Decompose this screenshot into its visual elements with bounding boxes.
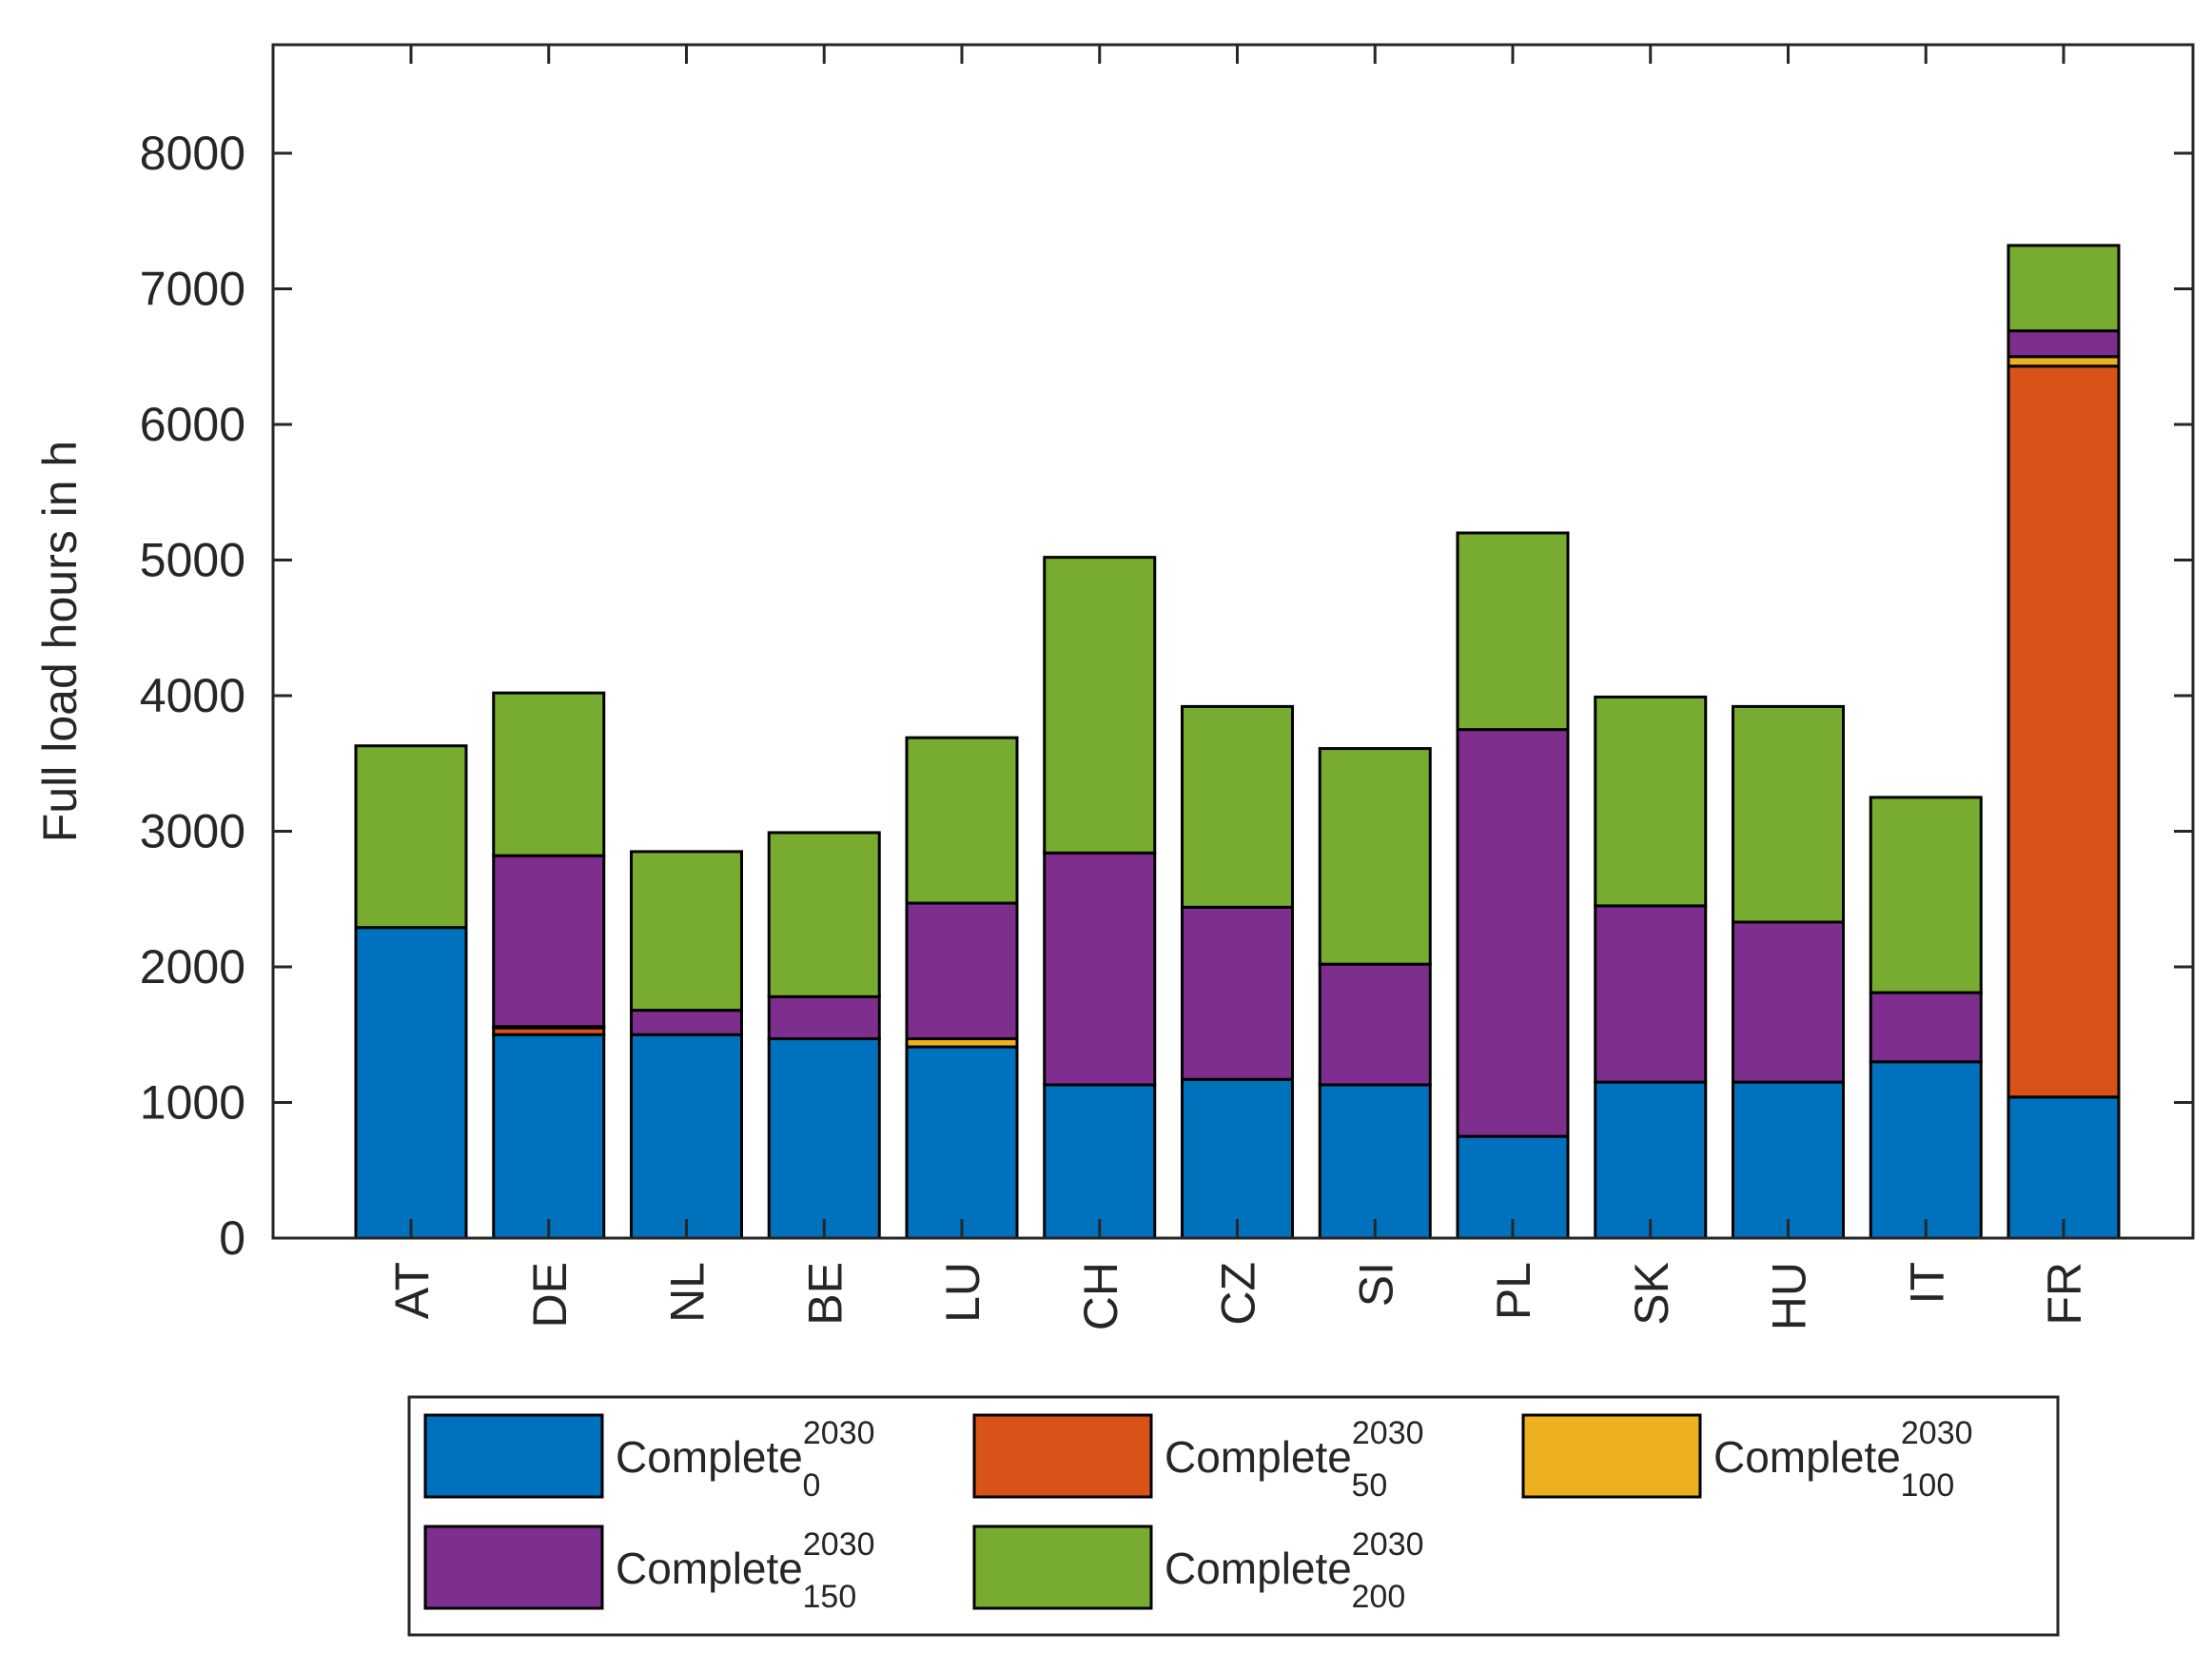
bar-be-series-150 [767,994,881,1041]
bar-it-series-0 [1869,1060,1983,1240]
y-tick-label: 1000 [140,1076,245,1130]
legend-swatch-150 [423,1525,604,1610]
bar-ch-series-0 [1043,1083,1157,1240]
x-tick-label-be: BE [798,1262,852,1326]
legend-box [407,1395,2060,1637]
bar-pl-series-200 [1456,531,1570,732]
x-tick-label-pl: PL [1487,1262,1540,1320]
y-tick-label: 3000 [140,805,245,858]
bar-be-series-200 [767,831,881,998]
legend-swatch-200 [972,1525,1153,1610]
bar-fr-series-200 [2006,244,2121,333]
bar-fr-series-150 [2006,329,2121,359]
bar-cz-series-0 [1181,1077,1294,1240]
x-tick-label-de: DE [523,1262,577,1328]
bar-nl-series-150 [630,1009,743,1036]
x-tick-label-nl: NL [661,1262,714,1323]
bar-sk-series-0 [1594,1080,1708,1240]
bar-ch-series-200 [1043,556,1157,855]
bar-de-series-150 [492,854,606,1029]
bar-de-series-0 [492,1033,606,1240]
bar-lu-series-0 [905,1045,1019,1240]
bar-it-series-200 [1869,796,1983,994]
bar-de-series-200 [492,691,606,857]
x-axis: AT DE NL BE LU CH CZ SI PL SK HU IT FR [385,45,2091,1330]
bar-fr-series-0 [2006,1095,2121,1240]
bar-pl-series-150 [1456,728,1570,1138]
bar-hu-series-0 [1732,1080,1845,1240]
bar-sk-series-200 [1594,695,1708,908]
legend-swatch-100 [1521,1413,1702,1499]
x-tick-label-fr: FR [2038,1262,2091,1326]
x-tick-label-cz: CZ [1212,1262,1265,1326]
x-tick-label-sk: SK [1625,1262,1678,1326]
y-tick-label: 5000 [140,534,245,587]
bar-nl-series-200 [630,850,743,1013]
y-tick-label: 4000 [140,669,245,722]
x-tick-label-hu: HU [1763,1262,1816,1330]
bar-it-series-150 [1869,991,1983,1064]
y-tick-label: 2000 [140,940,245,994]
bar-nl-series-0 [630,1033,743,1240]
x-tick-label-lu: LU [936,1262,989,1323]
bar-ch-series-150 [1043,851,1157,1087]
bar-cz-series-200 [1181,704,1294,909]
bars-group [354,244,2121,1240]
y-tick-label: 7000 [140,263,245,316]
bar-cz-series-150 [1181,905,1294,1081]
y-tick-label: 8000 [140,127,245,180]
x-tick-label-at: AT [385,1262,439,1319]
legend-swatch-50 [972,1413,1153,1499]
bar-hu-series-150 [1732,920,1845,1084]
bar-si-series-200 [1318,747,1432,966]
bar-si-series-150 [1318,962,1432,1087]
y-tick-label: 0 [219,1211,245,1265]
x-tick-label-it: IT [1900,1262,1953,1304]
bar-lu-series-150 [905,901,1019,1041]
bar-lu-series-200 [905,736,1019,905]
bar-fr-series-50 [2006,364,2121,1099]
bar-be-series-0 [767,1037,881,1240]
bar-hu-series-200 [1732,704,1845,924]
y-axis: 0 1000 2000 3000 4000 5000 6000 7000 8000 [140,127,2193,1265]
axes-box [271,43,2195,1240]
x-tick-label-ch: CH [1074,1262,1127,1330]
x-tick-label-si: SI [1349,1262,1402,1307]
y-axis-label: Full load hours in h [33,441,87,842]
bar-at-series-200 [354,744,468,930]
legend-swatch-0 [423,1413,604,1499]
bar-at-series-0 [354,926,468,1240]
bar-sk-series-150 [1594,904,1708,1084]
y-tick-label: 6000 [140,398,245,451]
bar-si-series-0 [1318,1083,1432,1240]
